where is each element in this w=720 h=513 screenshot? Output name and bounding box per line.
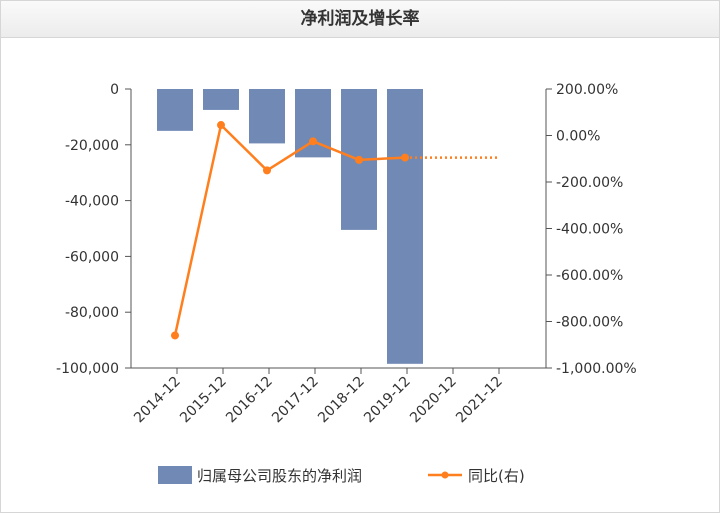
- yoy-point: [355, 155, 363, 164]
- yoy-point: [401, 153, 409, 162]
- right-axis-tick-label: 200.00%: [556, 82, 618, 98]
- legend-line-marker: [441, 471, 449, 479]
- right-axis-tick-label: -400.00%: [556, 222, 623, 238]
- left-axis-tick-label: -40,000: [65, 194, 119, 210]
- left-axis-tick-label: -60,000: [65, 249, 119, 265]
- yoy-point: [309, 137, 317, 146]
- right-axis-tick-label: -600.00%: [556, 268, 623, 284]
- x-axis-tick-label: 2017-12: [269, 374, 322, 427]
- yoy-point: [217, 121, 225, 130]
- legend-line-label: 同比(右): [468, 467, 525, 485]
- x-axis-tick-label: 2014-12: [131, 374, 184, 427]
- left-axis-tick-label: -80,000: [65, 305, 119, 321]
- yoy-line: [173, 122, 406, 336]
- left-axis-tick-label: -20,000: [65, 138, 119, 154]
- x-axis-tick-label: 2018-12: [315, 374, 368, 427]
- x-axis-tick-label: 2015-12: [177, 374, 230, 427]
- bar-net-profit: [249, 89, 285, 144]
- right-axis-tick-label: 0.00%: [556, 129, 600, 145]
- legend-bar-swatch: [158, 466, 192, 484]
- bar-net-profit: [387, 89, 423, 364]
- legend-bar-label: 归属母公司股东的净利润: [197, 467, 362, 485]
- bar-net-profit: [203, 89, 239, 110]
- x-axis-tick-label: 2020-12: [407, 374, 460, 427]
- bar-net-profit: [157, 89, 193, 131]
- left-axis-tick-label: -100,000: [56, 361, 119, 377]
- panel-title: 净利润及增长率: [1, 1, 719, 38]
- yoy-point: [263, 166, 271, 175]
- x-axis-tick-label: 2016-12: [223, 374, 276, 427]
- left-axis-tick-label: 0: [110, 82, 119, 98]
- right-axis-tick-label: -200.00%: [556, 175, 623, 191]
- yoy-point: [171, 331, 179, 340]
- right-axis-tick-label: -800.00%: [556, 315, 623, 331]
- x-axis-tick-label: 2021-12: [453, 374, 506, 427]
- x-axis-tick-label: 2019-12: [361, 374, 414, 427]
- right-axis-tick-label: -1,000.00%: [556, 361, 637, 377]
